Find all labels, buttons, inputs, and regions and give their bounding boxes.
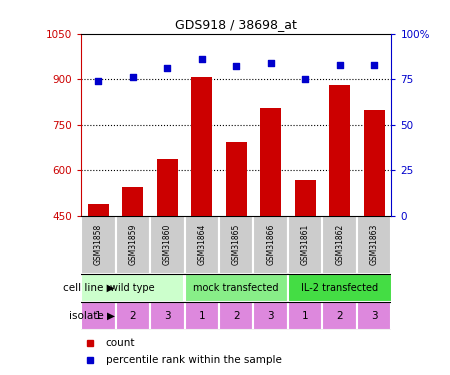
Bar: [150, 216, 184, 274]
Bar: [357, 216, 392, 274]
Text: 2: 2: [337, 311, 343, 321]
Bar: [288, 274, 392, 302]
Point: [94, 78, 102, 84]
Point: [198, 56, 205, 62]
Text: GSM31866: GSM31866: [266, 224, 275, 266]
Text: 2: 2: [233, 311, 239, 321]
Text: GSM31865: GSM31865: [232, 224, 241, 266]
Text: GSM31859: GSM31859: [128, 224, 137, 266]
Bar: [364, 110, 385, 216]
Point: [129, 74, 136, 80]
Bar: [253, 216, 288, 274]
Bar: [157, 159, 178, 216]
Point: [302, 76, 309, 82]
Text: GSM31864: GSM31864: [197, 224, 206, 266]
Title: GDS918 / 38698_at: GDS918 / 38698_at: [176, 18, 297, 31]
Text: mock transfected: mock transfected: [194, 283, 279, 293]
Bar: [81, 216, 116, 274]
Text: GSM31862: GSM31862: [335, 224, 344, 266]
Point: [336, 62, 343, 68]
Bar: [219, 216, 253, 274]
Point: [267, 60, 274, 66]
Text: count: count: [106, 338, 135, 348]
Bar: [184, 274, 288, 302]
Text: GSM31860: GSM31860: [163, 224, 172, 266]
Bar: [288, 216, 323, 274]
Text: 1: 1: [302, 311, 309, 321]
Text: isolate ▶: isolate ▶: [69, 311, 115, 321]
Bar: [116, 302, 150, 330]
Text: 1: 1: [198, 311, 205, 321]
Bar: [226, 142, 247, 216]
Text: GSM31863: GSM31863: [370, 224, 379, 266]
Bar: [191, 77, 212, 216]
Text: 2: 2: [130, 311, 136, 321]
Bar: [295, 180, 315, 216]
Bar: [219, 302, 253, 330]
Bar: [288, 302, 323, 330]
Bar: [88, 204, 108, 216]
Text: 3: 3: [267, 311, 274, 321]
Bar: [329, 85, 350, 216]
Bar: [184, 302, 219, 330]
Bar: [357, 302, 392, 330]
Point: [371, 62, 378, 68]
Bar: [150, 302, 184, 330]
Bar: [184, 216, 219, 274]
Bar: [116, 216, 150, 274]
Bar: [81, 302, 116, 330]
Bar: [323, 216, 357, 274]
Bar: [253, 302, 288, 330]
Text: 3: 3: [164, 311, 171, 321]
Text: IL-2 transfected: IL-2 transfected: [301, 283, 378, 293]
Point: [233, 63, 240, 69]
Bar: [261, 108, 281, 216]
Point: [164, 65, 171, 71]
Bar: [122, 188, 143, 216]
Text: 1: 1: [95, 311, 102, 321]
Text: cell line ▶: cell line ▶: [63, 283, 115, 293]
Text: percentile rank within the sample: percentile rank within the sample: [106, 355, 282, 365]
Bar: [323, 302, 357, 330]
Text: GSM31858: GSM31858: [94, 224, 103, 266]
Text: wild type: wild type: [110, 283, 155, 293]
Text: GSM31861: GSM31861: [301, 224, 310, 266]
Text: 3: 3: [371, 311, 378, 321]
Bar: [81, 274, 184, 302]
